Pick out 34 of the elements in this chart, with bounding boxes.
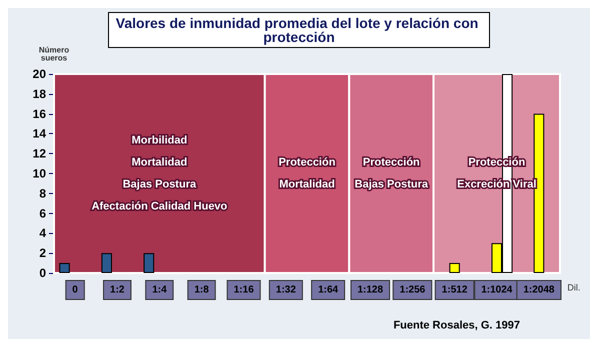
bar	[59, 263, 70, 273]
bar	[101, 253, 112, 273]
bar	[144, 253, 154, 273]
bar	[449, 263, 460, 273]
y-tick-label: 18	[32, 86, 46, 101]
y-tick-label: 2	[39, 246, 46, 260]
y-tick-label: 14	[32, 126, 46, 141]
x-tick-label: 1:512	[442, 284, 468, 296]
x-tick-label: 1:256	[400, 284, 426, 296]
x-tick-label: 0	[72, 284, 78, 296]
x-tick-label: 1:128	[357, 284, 384, 296]
x-tick-label: 1:2	[110, 284, 125, 296]
source-note: Fuente Rosales, G. 1997	[393, 320, 520, 332]
y-axis-title: Número sueros	[38, 46, 70, 62]
y-tick-label: 12	[32, 146, 46, 161]
y-tick-label: 6	[39, 206, 46, 220]
x-tick-label: 1:2048	[523, 284, 555, 296]
y-tick-label: 8	[39, 186, 46, 200]
x-tick-label: 1:32	[276, 284, 296, 296]
x-tick-label: 1:1024	[481, 284, 513, 296]
x-axis-title: Dil.	[567, 282, 580, 292]
y-tick-label: 16	[32, 106, 46, 121]
y-tick-label: 4	[39, 226, 46, 240]
x-tick-label: 1:64	[318, 284, 339, 296]
band-label: Morbilidad Mortalidad Bajas Postura Afectación Calidad Huevo	[92, 134, 228, 212]
y-tick-label: 0	[39, 266, 46, 280]
chart-title: Valores de inmunidad promedia del lote y relación con protección	[116, 15, 482, 45]
x-tick-label: 1:4	[152, 284, 168, 296]
band-label: Protección Bajas Postura	[354, 156, 429, 190]
x-tick-label: 1:8	[194, 284, 210, 296]
band-label: Protección Mortalidad	[278, 156, 336, 190]
y-tick-label: 10	[32, 166, 46, 180]
y-tick-label: 20	[32, 67, 46, 81]
x-tick-label: 1:16	[234, 284, 254, 296]
